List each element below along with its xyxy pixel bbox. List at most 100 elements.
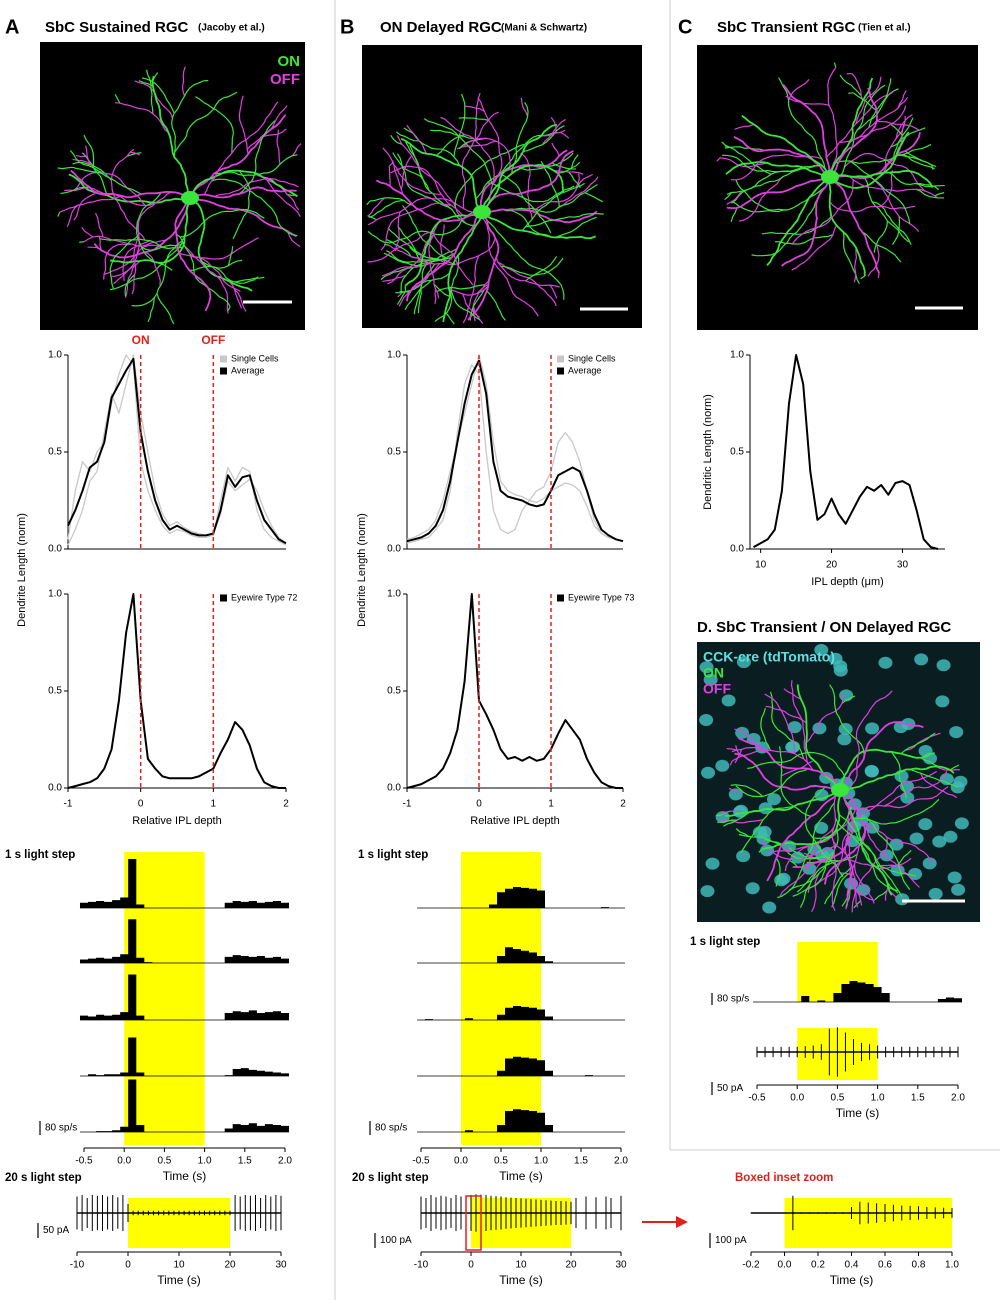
cell-body xyxy=(954,817,969,830)
dendrite xyxy=(75,154,86,158)
dendrite xyxy=(726,164,822,195)
legend-swatch xyxy=(557,367,564,375)
dendrite xyxy=(792,851,835,897)
dendrite xyxy=(395,291,411,294)
dendrite xyxy=(900,732,936,755)
dendrite xyxy=(761,216,832,235)
dendrite xyxy=(60,186,90,195)
dendrite xyxy=(394,211,401,252)
dendrite xyxy=(73,190,99,221)
psth xyxy=(417,1006,625,1020)
x-tick-label: 0.0 xyxy=(778,1260,792,1271)
x-tick-label: 0.5 xyxy=(157,1156,171,1167)
dendrite xyxy=(791,224,837,271)
dendrite xyxy=(171,80,204,158)
dendrite xyxy=(541,129,566,137)
dendrite xyxy=(122,240,151,281)
dendrite xyxy=(769,691,805,759)
dendrite xyxy=(857,837,888,888)
dendrite xyxy=(849,176,940,199)
dendrite xyxy=(469,285,489,321)
dendrite xyxy=(126,152,142,157)
dendrite xyxy=(475,131,558,200)
dendrite xyxy=(934,192,945,197)
dendrite xyxy=(367,211,474,244)
dendrite xyxy=(59,195,123,213)
dendrite xyxy=(834,817,899,892)
soma xyxy=(181,191,199,205)
dendrite xyxy=(726,190,742,205)
dendrite xyxy=(109,234,139,289)
dendrite xyxy=(448,287,487,296)
dendrite xyxy=(109,197,191,264)
x-tick-label: 10 xyxy=(755,560,767,571)
micrographs xyxy=(40,42,980,922)
dendrite xyxy=(487,182,575,203)
dendrite xyxy=(480,216,539,317)
dendrite xyxy=(74,172,98,191)
dendrite xyxy=(865,824,920,888)
citation: (Tien et al.) xyxy=(858,23,911,34)
cell-body xyxy=(700,885,715,898)
dendrite xyxy=(541,118,566,146)
y-tick-label: 0.0 xyxy=(387,783,401,794)
dendrite xyxy=(145,69,154,114)
dendrite xyxy=(189,114,287,199)
x-tick-label: 1 xyxy=(211,799,217,810)
dendrite xyxy=(722,154,793,173)
dendrite xyxy=(782,83,831,178)
dendrite xyxy=(397,225,423,264)
psth xyxy=(79,1079,290,1132)
dendrite xyxy=(402,205,447,259)
dendrite xyxy=(525,212,604,228)
x-tick-label: -1 xyxy=(403,799,412,810)
dendrite xyxy=(897,90,907,109)
dendrite xyxy=(57,166,102,174)
dendrite xyxy=(733,136,831,178)
soma xyxy=(473,205,491,219)
dendrite xyxy=(109,241,184,291)
dendrite xyxy=(839,748,935,791)
psth xyxy=(417,947,625,963)
legend-swatch xyxy=(557,355,564,363)
dendrite xyxy=(477,97,503,205)
dendrite xyxy=(767,843,838,861)
dendrite xyxy=(227,306,231,312)
x-tick-label: 0.5 xyxy=(830,1093,844,1104)
scale-bar-label: 50 pA xyxy=(717,1083,743,1094)
x-tick-label: 2.0 xyxy=(951,1093,965,1104)
dendrite xyxy=(764,693,796,754)
dendrite xyxy=(760,707,771,751)
section-title: 20 s light step xyxy=(352,1172,429,1184)
dendrite xyxy=(734,749,743,764)
dendrite xyxy=(147,297,155,323)
dendrite xyxy=(495,257,560,288)
dendrite xyxy=(796,684,841,791)
dendrite xyxy=(866,818,911,890)
inset-box xyxy=(465,1195,482,1251)
dendrite xyxy=(396,131,420,142)
dendrite xyxy=(66,204,79,227)
dendrite xyxy=(823,789,867,885)
dendrite xyxy=(497,261,557,307)
cell-body xyxy=(752,826,767,839)
dendrite xyxy=(805,693,845,744)
x-axis-label: Time (s) xyxy=(157,1273,201,1287)
dendrite xyxy=(390,134,403,145)
dendrite xyxy=(433,283,450,297)
x-tick-label: 1.5 xyxy=(238,1156,252,1167)
dendrite xyxy=(758,848,764,853)
dendrite xyxy=(751,188,823,257)
panel-letter: C xyxy=(678,16,692,38)
cell-body xyxy=(878,656,893,669)
dendrite xyxy=(287,231,301,248)
x-tick-label: 0.6 xyxy=(878,1260,892,1271)
dendrite xyxy=(413,263,436,315)
dendrite xyxy=(486,220,565,300)
dendrite xyxy=(174,91,238,153)
cell-body xyxy=(833,664,848,677)
x-tick-label: 30 xyxy=(897,560,909,571)
dendrite xyxy=(83,134,95,168)
dendrite xyxy=(404,279,432,311)
dendrite xyxy=(367,215,377,221)
